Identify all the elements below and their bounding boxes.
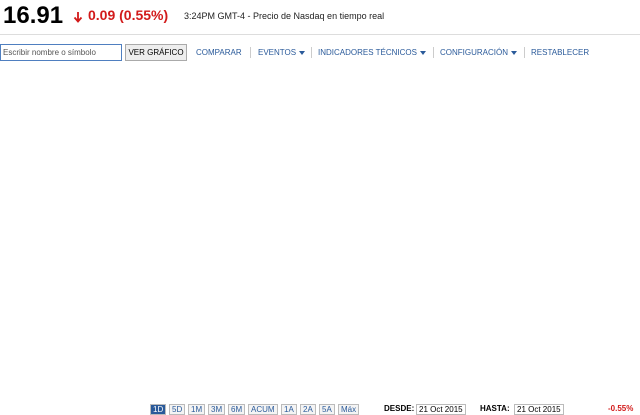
search-input[interactable]: Escribir nombre o símbolo [0, 44, 122, 61]
separator [433, 47, 434, 58]
separator [250, 47, 251, 58]
period-change: -0.55% [608, 404, 634, 413]
range-button[interactable]: ACUM [248, 404, 278, 415]
separator [311, 47, 312, 58]
range-button[interactable]: 1M [188, 404, 206, 415]
range-button[interactable]: 3M [208, 404, 226, 415]
from-date[interactable]: 21 Oct 2015 [416, 404, 466, 415]
menu-item[interactable]: CONFIGURACIÓN [440, 48, 517, 57]
range-button[interactable]: 1A [281, 404, 297, 415]
to-date[interactable]: 21 Oct 2015 [514, 404, 564, 415]
price: 16.91 [3, 2, 64, 29]
divider [0, 34, 640, 35]
range-button[interactable]: 5D [169, 404, 186, 415]
to-label: HASTA: [480, 404, 510, 413]
menu-item[interactable]: EVENTOS [258, 48, 305, 57]
range-button[interactable]: 2A [300, 404, 316, 415]
menu-item[interactable]: RESTABLECER [531, 48, 590, 57]
quote-note: 3:24PM GMT-4 - Precio de Nasdaq en tiemp… [184, 11, 385, 21]
range-button[interactable]: 1D [150, 404, 167, 415]
range-button[interactable]: 6M [228, 404, 246, 415]
menu-item[interactable]: COMPARAR [196, 48, 242, 57]
change: 0.09 (0.55%) [88, 7, 169, 23]
separator [524, 47, 525, 58]
view-chart-button[interactable]: VER GRÁFICO [125, 44, 187, 61]
range-button[interactable]: Máx [338, 404, 360, 415]
down-arrow: 10:00 AM11:00 AM12:00 PM1:00 PM2:00 PM3:… [73, 12, 83, 23]
from-label: DESDE: [384, 404, 415, 413]
chart [0, 0, 640, 403]
range-button[interactable]: 5A [319, 404, 335, 415]
menu-item[interactable]: INDICADORES TÉCNICOS [318, 48, 426, 57]
